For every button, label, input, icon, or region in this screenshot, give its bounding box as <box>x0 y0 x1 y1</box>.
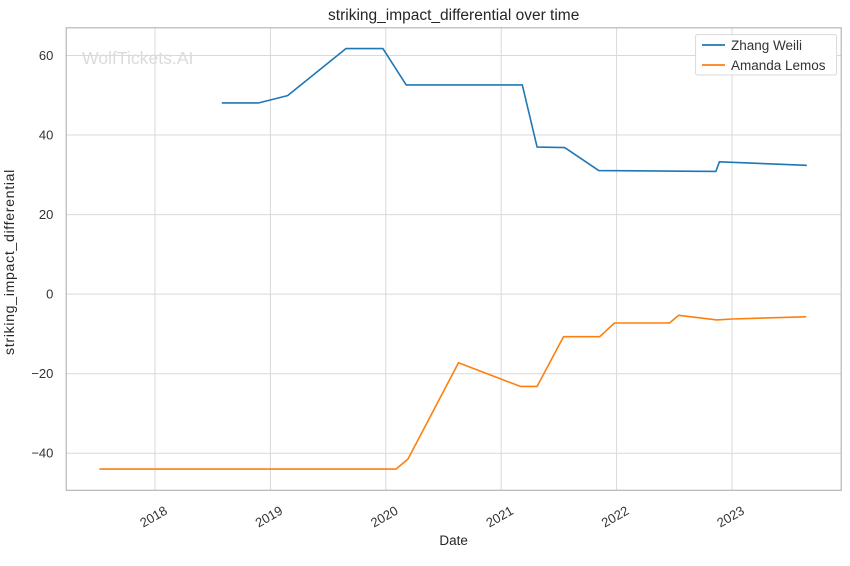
svg-text:−40: −40 <box>31 446 53 461</box>
svg-text:2020: 2020 <box>368 503 401 530</box>
svg-text:Zhang Weili: Zhang Weili <box>731 38 802 53</box>
svg-text:20: 20 <box>39 207 53 222</box>
svg-text:WolfTickets.AI: WolfTickets.AI <box>82 48 193 68</box>
svg-text:2022: 2022 <box>599 503 632 530</box>
svg-text:Date: Date <box>439 533 468 548</box>
svg-text:40: 40 <box>39 128 53 143</box>
svg-text:2023: 2023 <box>714 503 747 530</box>
svg-text:2021: 2021 <box>483 503 516 530</box>
svg-text:−20: −20 <box>31 366 53 381</box>
svg-text:2018: 2018 <box>137 503 170 530</box>
svg-text:2019: 2019 <box>253 503 286 530</box>
svg-text:Amanda Lemos: Amanda Lemos <box>731 58 826 73</box>
svg-text:0: 0 <box>46 287 53 302</box>
svg-text:60: 60 <box>39 48 53 63</box>
svg-text:striking_impact_differential: striking_impact_differential <box>2 169 18 355</box>
